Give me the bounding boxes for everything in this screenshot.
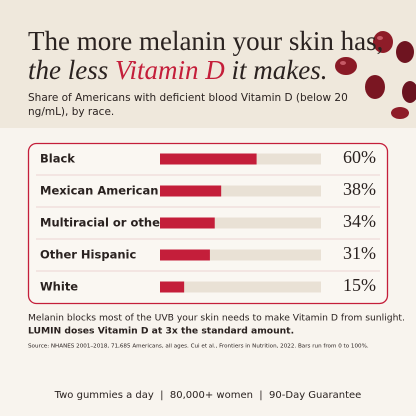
- value-label: 34%: [343, 211, 376, 231]
- subtitle: Share of Americans with deficient blood …: [28, 92, 348, 104]
- bar: [160, 185, 222, 197]
- value-label: 31%: [343, 243, 376, 263]
- tagline: Two gummies a day | 80,000+ women | 90-D…: [54, 390, 362, 401]
- value-label: 15%: [343, 275, 376, 295]
- bar: [160, 249, 210, 261]
- highlight: LUMIN doses Vitamin D at 3x the standard…: [28, 326, 294, 337]
- value-label: 60%: [343, 147, 376, 167]
- chart-rows: Black 60% Mexican American 38% Multiracial o…: [36, 147, 380, 295]
- title-line-1: The more melanin your skin has,: [28, 26, 383, 56]
- category-label: White: [40, 280, 78, 294]
- category-label: Multiracial or other: [40, 216, 166, 230]
- category-label: Mexican American: [40, 184, 158, 198]
- bar-track: [160, 185, 321, 197]
- bar-track: [160, 249, 321, 261]
- category-label: Other Hispanic: [40, 248, 136, 262]
- bar: [160, 217, 215, 229]
- note: Melanin blocks most of the UVB your skin…: [28, 313, 405, 324]
- subtitle: ng/mL), by race.: [28, 106, 114, 118]
- bar-track: [160, 217, 321, 229]
- bar: [160, 281, 185, 293]
- title-line-2: the less Vitamin D it makes.: [28, 55, 327, 85]
- value-label: 38%: [343, 179, 376, 199]
- bar: [160, 153, 257, 165]
- title-part: the less: [28, 55, 115, 85]
- gummies: [335, 31, 416, 119]
- category-label: Black: [40, 152, 75, 166]
- source: Source: NHANES 2001–2018, 71,685 America…: [28, 344, 369, 350]
- title-part: it makes.: [225, 55, 328, 85]
- bar-track: [160, 281, 321, 293]
- title-highlight: Vitamin D: [115, 55, 225, 85]
